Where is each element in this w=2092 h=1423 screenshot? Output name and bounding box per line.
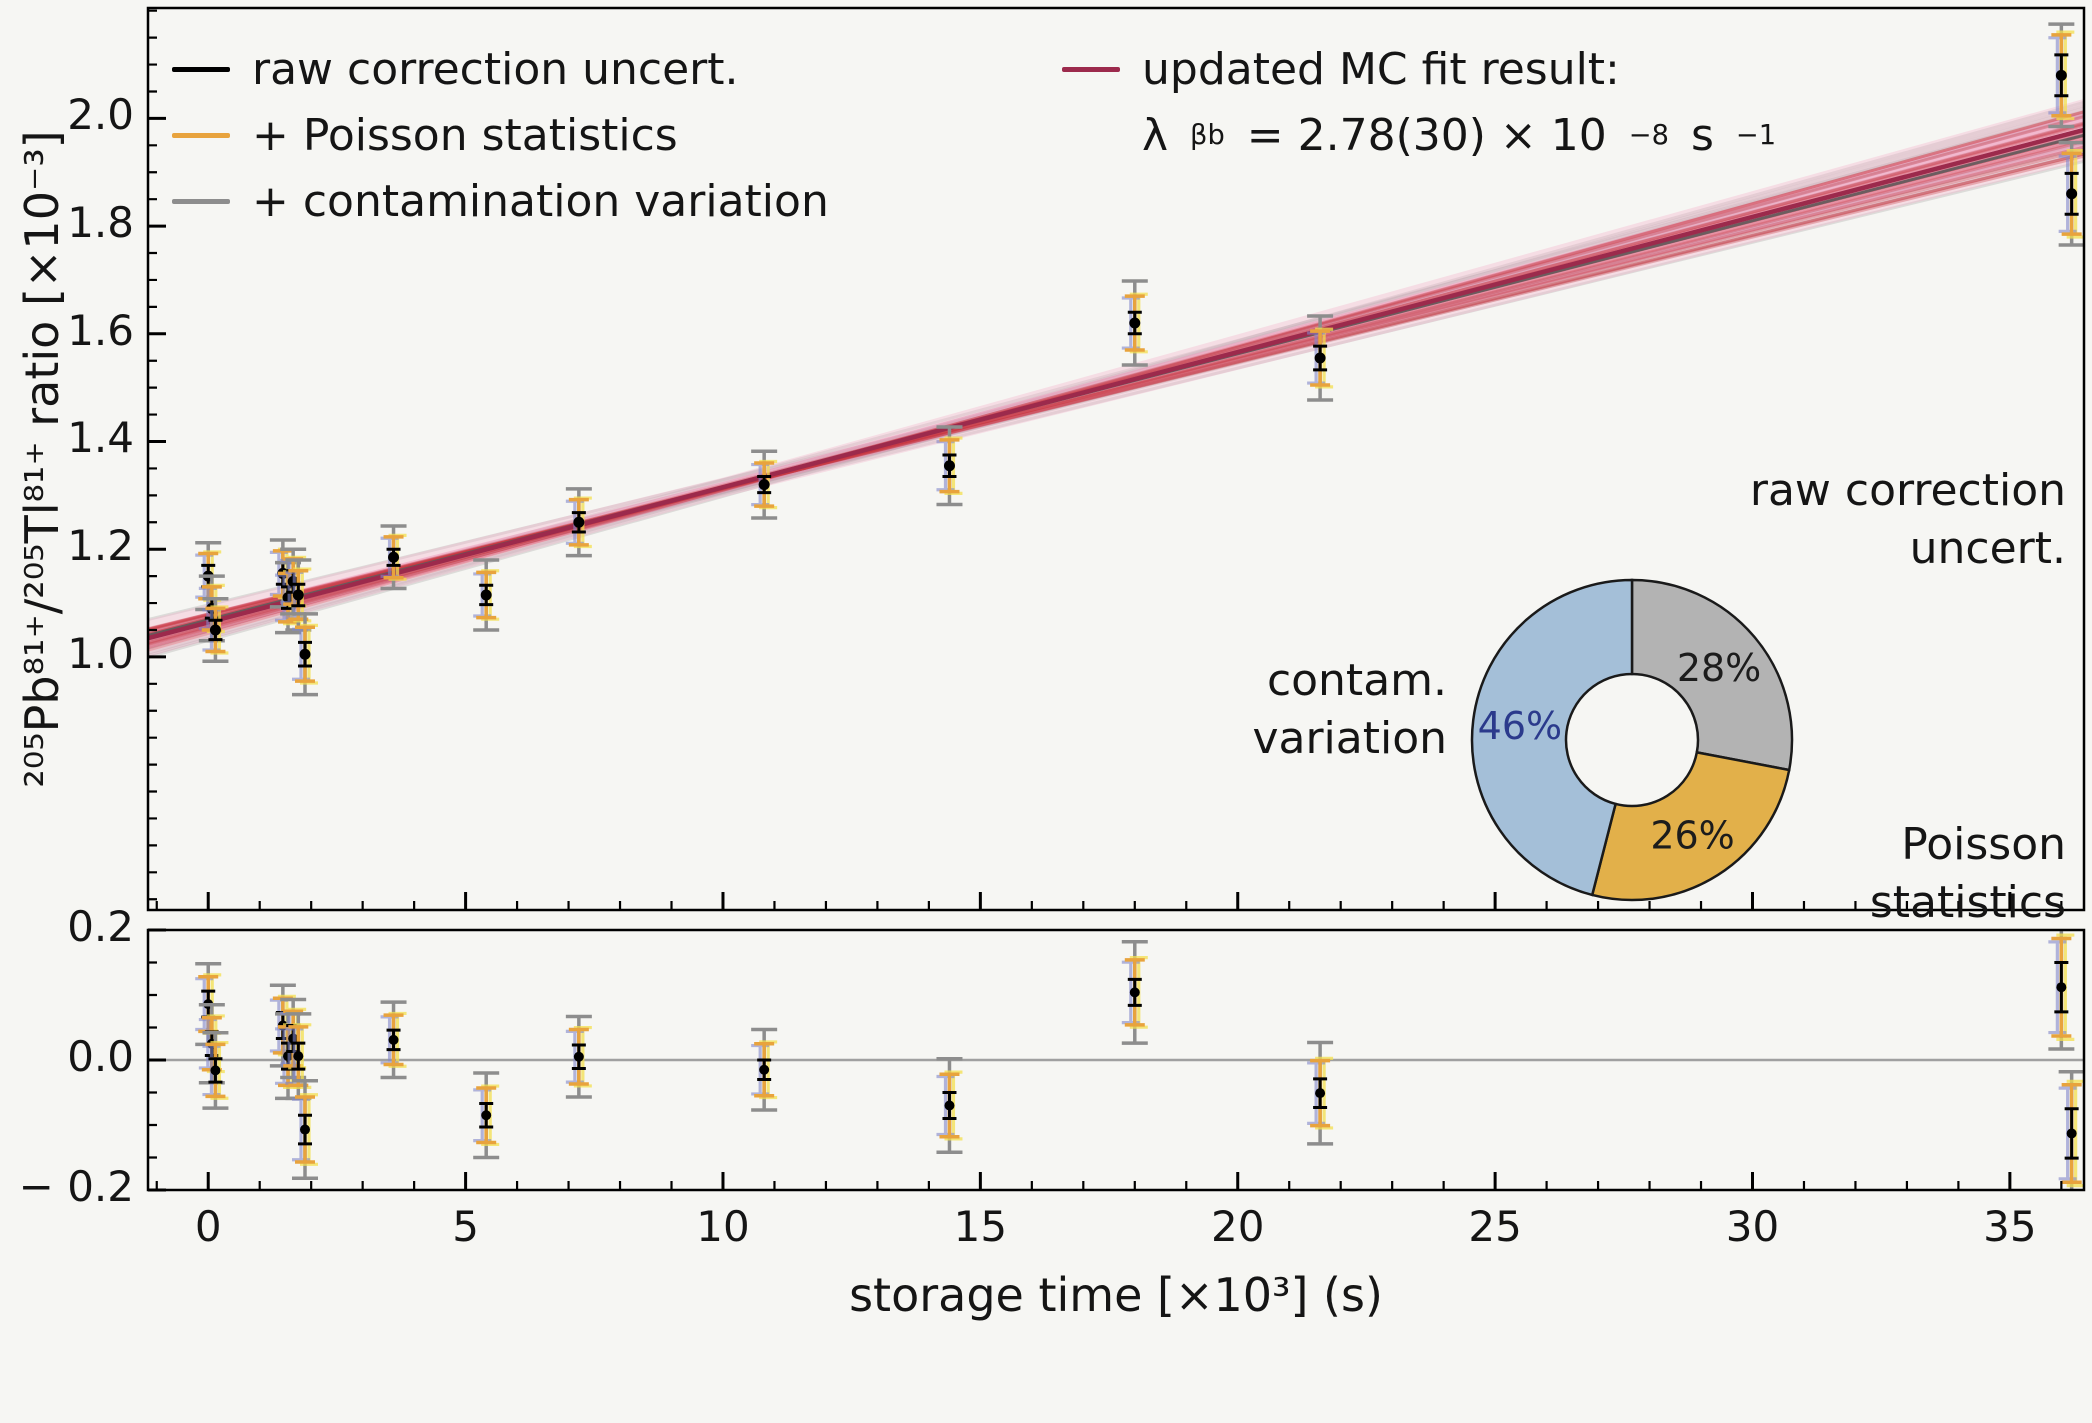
mc-red-line bbox=[148, 154, 2084, 631]
legend-swatch-poisson bbox=[172, 132, 230, 138]
y-tick-label-main: 1.2 bbox=[67, 521, 134, 571]
legend-swatch-raw bbox=[172, 66, 230, 72]
data-point bbox=[210, 1065, 221, 1076]
data-point bbox=[944, 1100, 955, 1111]
donut-pct-label: 46% bbox=[1478, 704, 1562, 748]
data-point bbox=[758, 479, 770, 491]
y-tick-label-residual: − 0.2 bbox=[18, 1162, 134, 1211]
y-tick-label-main: 1.0 bbox=[67, 628, 134, 678]
donut-pct-label: 28% bbox=[1677, 646, 1761, 690]
y-tick-label-residual: 0.2 bbox=[67, 902, 134, 951]
data-point bbox=[2066, 1128, 2077, 1139]
data-point bbox=[943, 460, 955, 472]
data-point bbox=[1129, 317, 1141, 329]
rich-text-segment: s bbox=[1690, 109, 1714, 161]
data-point bbox=[209, 624, 221, 636]
y-tick-label-main: 1.6 bbox=[67, 305, 134, 355]
rich-text-segment: βb bbox=[1190, 119, 1225, 151]
legend-item-poisson: + Poisson statistics bbox=[172, 102, 829, 168]
x-tick-label: 15 bbox=[953, 1202, 1008, 1251]
donut-slice-1 bbox=[1590, 750, 1791, 902]
data-point bbox=[388, 551, 400, 563]
mc-fit-line bbox=[148, 127, 2084, 641]
fit-uncertainty-band-inner bbox=[148, 112, 2084, 649]
mc-red-line bbox=[148, 152, 2084, 631]
legend-label-contamination: + contamination variation bbox=[252, 175, 829, 227]
data-point bbox=[293, 1051, 304, 1062]
legend-label-poisson: + Poisson statistics bbox=[252, 109, 678, 161]
data-point bbox=[299, 648, 311, 660]
fit-legend-value: λ βb = 2.78(30) × 10 −8 s −1 bbox=[1142, 102, 1776, 168]
fit-legend-title-row: updated MC fit result: bbox=[1062, 36, 1776, 102]
mc-red-line bbox=[148, 110, 2084, 649]
mc-red-line bbox=[148, 145, 2084, 633]
y-tick-label-main: 1.8 bbox=[67, 198, 134, 248]
data-point bbox=[1314, 352, 1326, 364]
mc-red-line bbox=[148, 115, 2084, 646]
donut-label-poisson: Poisson statistics bbox=[1869, 819, 2066, 929]
y-tick-label-main: 1.4 bbox=[67, 413, 134, 463]
x-axis-label: storage time [×10³] (s) bbox=[849, 1268, 1383, 1322]
donut-label-raw-correction: raw correction uncert. bbox=[1749, 465, 2066, 575]
data-point bbox=[573, 1051, 584, 1062]
minor-ticks bbox=[148, 9, 2063, 1190]
x-tick-label: 30 bbox=[1725, 1202, 1780, 1251]
mc-red-line bbox=[148, 148, 2084, 631]
data-point bbox=[481, 1110, 492, 1121]
x-tick-label: 5 bbox=[452, 1202, 479, 1251]
fit-legend-title: updated MC fit result: bbox=[1142, 43, 1620, 95]
data-point bbox=[388, 1034, 399, 1045]
legend-swatch-contamination bbox=[172, 198, 230, 204]
data-point bbox=[1315, 1088, 1326, 1099]
x-tick-label: 0 bbox=[194, 1202, 222, 1251]
data-point bbox=[300, 1124, 311, 1135]
rich-text-segment: −8 bbox=[1628, 119, 1669, 151]
data-point bbox=[2066, 188, 2078, 200]
donut-slice-0 bbox=[1630, 578, 1794, 772]
uncertainty-donut-chart: 28% 26% 46% bbox=[1470, 578, 1794, 902]
mc-red-line bbox=[148, 110, 2084, 652]
data-point bbox=[1129, 987, 1140, 998]
legend-item-raw: raw correction uncert. bbox=[172, 36, 829, 102]
rich-text-segment: −1 bbox=[1735, 119, 1777, 151]
x-tick-label: 10 bbox=[696, 1202, 750, 1251]
rich-text-segment: = 2.78(30) × 10 bbox=[1246, 109, 1607, 161]
y-tick-label-main: 2.0 bbox=[67, 90, 134, 140]
main-panel-border bbox=[146, 6, 2086, 912]
legend-swatch-fit-line bbox=[1062, 66, 1120, 72]
data-point bbox=[292, 589, 304, 601]
x-tick-label: 20 bbox=[1211, 1202, 1265, 1251]
y-axis-label: ²⁰⁵Pb⁸¹⁺/²⁰⁵Tl⁸¹⁺ ratio [×10⁻³] bbox=[15, 130, 69, 788]
residual-panel-content bbox=[148, 930, 2084, 1190]
donut-pct-label: 26% bbox=[1650, 813, 1734, 857]
rich-text-segment: λ bbox=[1142, 109, 1169, 161]
data-point bbox=[2056, 982, 2067, 993]
errorbar-legend: raw correction uncert. + Poisson statist… bbox=[172, 36, 829, 234]
donut-label-contamination: contam. variation bbox=[1252, 655, 1447, 765]
fit-legend: updated MC fit result: λ βb = 2.78(30) × … bbox=[1062, 36, 1776, 168]
donut-slice-2 bbox=[1470, 578, 1634, 897]
data-point bbox=[2055, 69, 2067, 81]
legend-label-raw: raw correction uncert. bbox=[252, 43, 739, 95]
main-panel-content bbox=[148, 22, 2084, 697]
data-point bbox=[759, 1064, 770, 1075]
data-point bbox=[480, 589, 492, 601]
x-tick-label: 25 bbox=[1468, 1202, 1522, 1251]
y-tick-label-residual: 0.0 bbox=[67, 1032, 134, 1081]
data-point bbox=[573, 516, 585, 528]
x-tick-label: 35 bbox=[1983, 1202, 2037, 1251]
legend-item-contamination: + contamination variation bbox=[172, 168, 829, 234]
